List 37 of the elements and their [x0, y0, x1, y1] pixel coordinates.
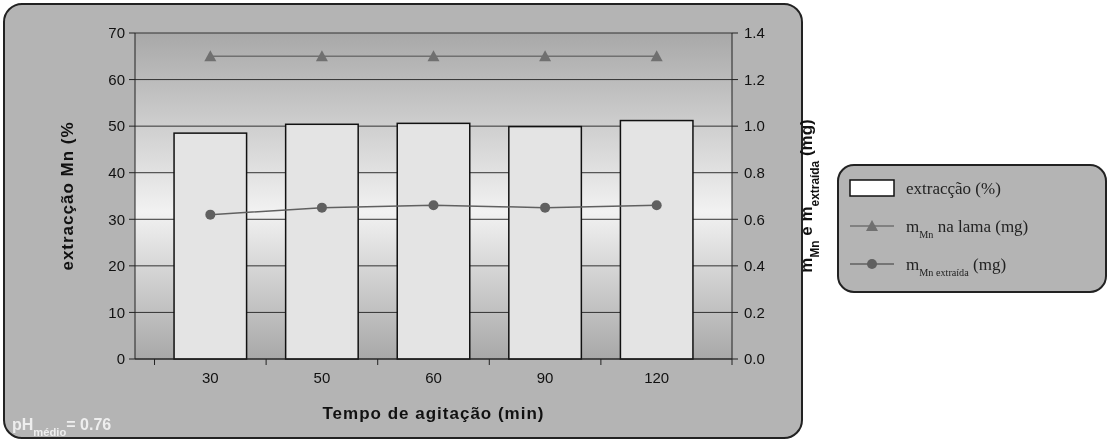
y2-tick-label: 0.2 — [744, 303, 765, 321]
point — [428, 200, 439, 211]
x-tick-label: 50 — [313, 369, 331, 386]
y-tick-label: 20 — [108, 257, 125, 275]
y-axis-title: extracção Mn (% — [58, 121, 77, 271]
y2-tick-label: 1.2 — [744, 70, 765, 88]
x-tick-label: 60 — [425, 369, 442, 386]
y-tick-label: 60 — [108, 70, 125, 88]
point — [539, 50, 552, 62]
y2-tick-label: 1.4 — [744, 24, 765, 42]
y2-tick-label: 0.6 — [744, 210, 765, 228]
point — [205, 209, 216, 220]
point — [427, 50, 440, 62]
y-tick-label: 0 — [116, 350, 125, 368]
x-axis-title: Tempo de agitação (min) — [322, 404, 545, 423]
x-tick-label: 120 — [644, 369, 670, 386]
point — [204, 50, 217, 62]
x-tick-label: 30 — [201, 369, 219, 386]
y-tick-label: 50 — [108, 117, 125, 135]
point — [540, 202, 551, 213]
legend-label: m$_{Mn}$ na lama (mg) — [906, 216, 1029, 240]
legend-label: m$_{Mn extraída}$ (mg) — [906, 254, 1007, 278]
y-tick-label: 10 — [108, 303, 125, 321]
point — [316, 202, 327, 213]
y2-tick-label: 0.8 — [744, 163, 765, 181]
y-tick-label: 30 — [108, 210, 125, 228]
y-tick-label: 40 — [108, 163, 125, 181]
y-tick-label: 70 — [108, 24, 125, 42]
y2-tick-label: 1.0 — [744, 117, 765, 135]
text: pH$_{médio}$= 0.76 — [12, 416, 112, 438]
y2-tick-label: 0.0 — [744, 350, 765, 368]
y2-tick-label: 0.4 — [744, 257, 765, 275]
point — [315, 50, 328, 62]
legend-label: extracção (%) — [906, 178, 1001, 198]
point — [651, 200, 662, 211]
x-tick-label: 90 — [536, 369, 554, 386]
point — [650, 50, 663, 62]
